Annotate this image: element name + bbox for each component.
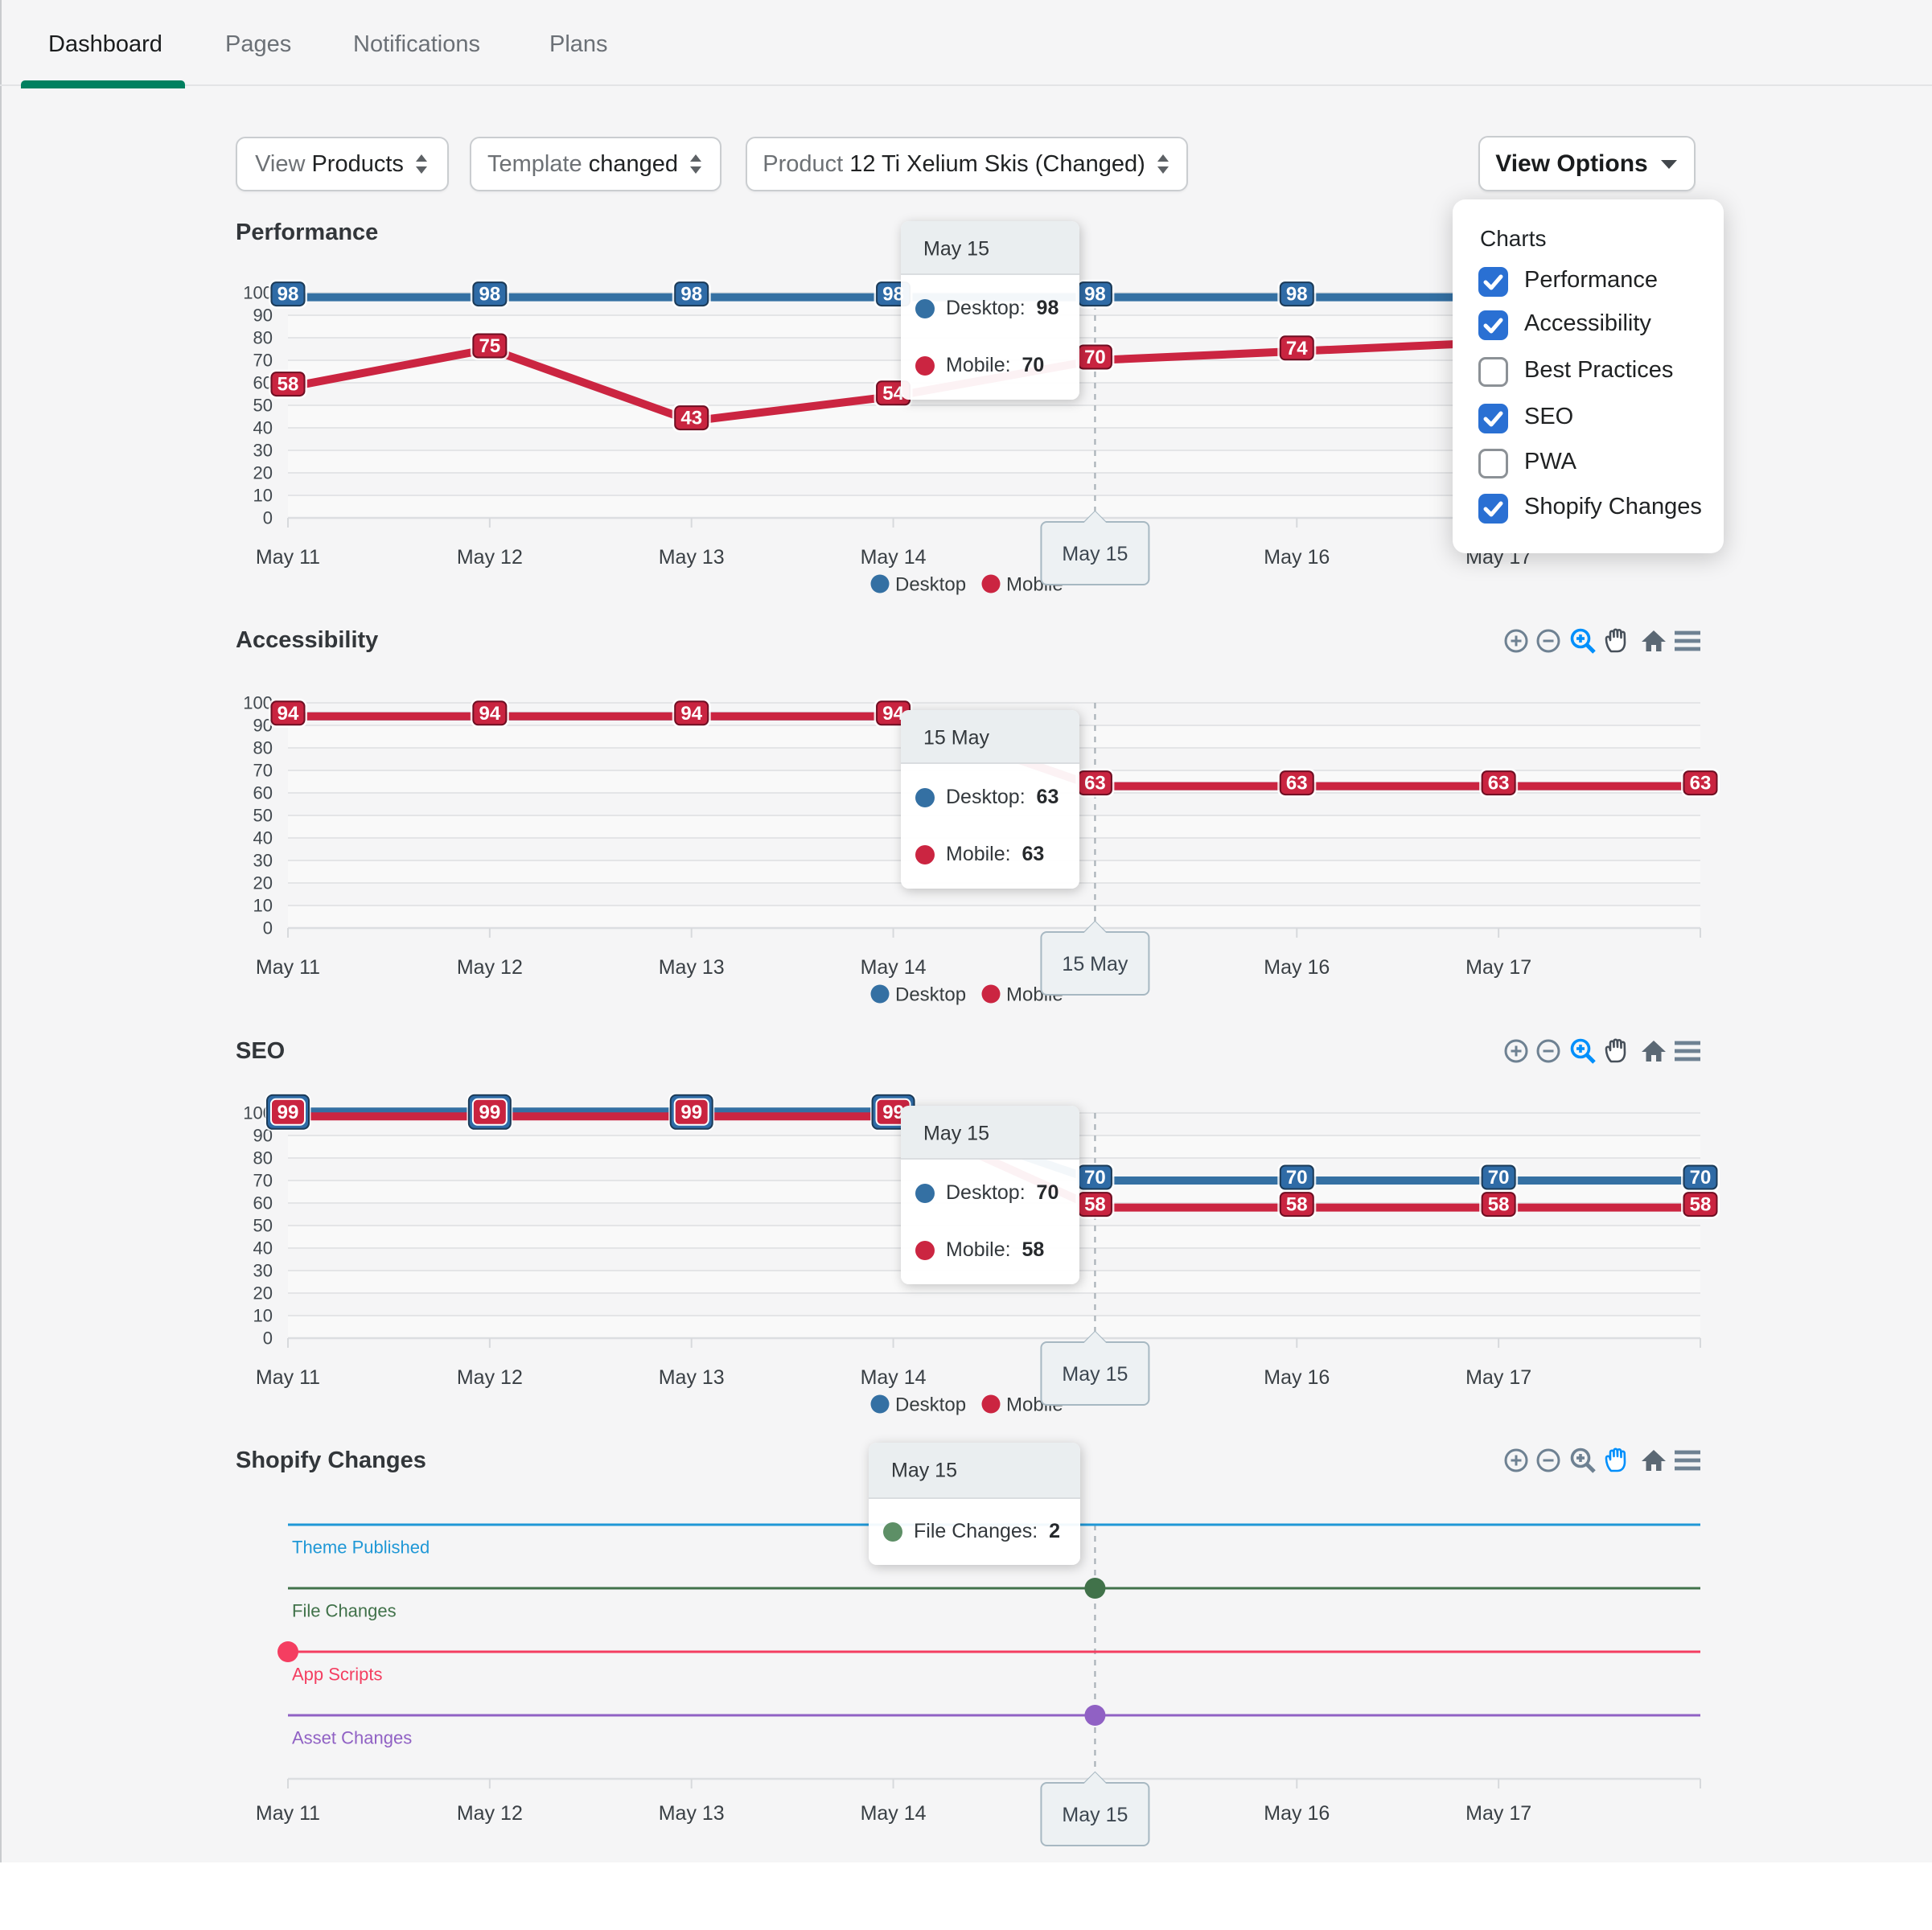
svg-text:May 15: May 15 <box>1062 1804 1128 1826</box>
svg-text:Desktop: Desktop <box>895 984 966 1006</box>
svg-text:99: 99 <box>277 1102 299 1123</box>
svg-text:SEO: SEO <box>236 1038 285 1064</box>
svg-text:63: 63 <box>1286 773 1308 795</box>
svg-text:May 14: May 14 <box>861 546 927 569</box>
svg-text:50: 50 <box>253 1216 273 1236</box>
svg-text:0: 0 <box>263 1328 273 1349</box>
svg-text:70: 70 <box>253 1171 273 1191</box>
svg-text:Shopify Changes: Shopify Changes <box>236 1448 426 1473</box>
svg-text:10: 10 <box>253 1306 273 1326</box>
svg-text:40: 40 <box>253 418 273 438</box>
svg-text:100: 100 <box>243 693 273 713</box>
svg-text:15 May: 15 May <box>1062 953 1128 975</box>
svg-text:94: 94 <box>277 703 299 725</box>
svg-text:May 11: May 11 <box>256 1802 320 1825</box>
svg-text:75: 75 <box>479 335 501 357</box>
svg-text:Desktop: Desktop <box>895 574 966 596</box>
svg-text:30: 30 <box>253 851 273 871</box>
svg-text:May 14: May 14 <box>861 1802 927 1825</box>
svg-text:May 11: May 11 <box>256 546 320 569</box>
svg-text:99: 99 <box>882 1102 904 1123</box>
svg-text:May 12: May 12 <box>457 956 523 979</box>
svg-text:May 14: May 14 <box>861 956 927 979</box>
svg-text:May 13: May 13 <box>659 1802 725 1825</box>
svg-text:70: 70 <box>1084 347 1106 368</box>
svg-text:10: 10 <box>253 486 273 506</box>
svg-text:20: 20 <box>253 463 273 483</box>
svg-text:May 16: May 16 <box>1264 1802 1330 1825</box>
svg-text:58: 58 <box>1286 1194 1308 1216</box>
svg-text:58: 58 <box>1084 1194 1106 1216</box>
svg-text:98: 98 <box>1084 284 1106 306</box>
svg-text:63: 63 <box>1488 773 1510 795</box>
svg-text:Accessibility: Accessibility <box>236 627 378 653</box>
svg-text:100: 100 <box>243 283 273 303</box>
svg-text:70: 70 <box>253 761 273 781</box>
svg-text:Theme Published: Theme Published <box>292 1538 430 1558</box>
svg-text:40: 40 <box>253 828 273 848</box>
svg-text:May 16: May 16 <box>1264 546 1330 569</box>
svg-text:58: 58 <box>1488 1194 1510 1216</box>
svg-text:0: 0 <box>263 508 273 528</box>
svg-text:10: 10 <box>253 896 273 916</box>
svg-text:99: 99 <box>680 1102 702 1123</box>
svg-text:98: 98 <box>277 284 299 306</box>
svg-text:20: 20 <box>253 873 273 893</box>
svg-text:May 15: May 15 <box>1062 543 1128 565</box>
svg-text:63: 63 <box>1690 773 1712 795</box>
svg-text:May 11: May 11 <box>256 956 320 979</box>
svg-text:60: 60 <box>253 783 273 803</box>
svg-text:50: 50 <box>253 806 273 826</box>
svg-text:80: 80 <box>253 738 273 758</box>
svg-text:60: 60 <box>253 1193 273 1213</box>
svg-text:May 13: May 13 <box>659 1366 725 1389</box>
svg-text:May 12: May 12 <box>457 1802 523 1825</box>
svg-text:99: 99 <box>479 1102 501 1123</box>
svg-text:30: 30 <box>253 1261 273 1281</box>
svg-text:May 13: May 13 <box>659 546 725 569</box>
svg-text:Desktop: Desktop <box>895 1394 966 1416</box>
svg-text:Performance: Performance <box>236 220 378 245</box>
svg-text:98: 98 <box>1286 284 1308 306</box>
svg-text:May 14: May 14 <box>861 1366 927 1389</box>
svg-text:May 11: May 11 <box>256 1366 320 1389</box>
svg-text:70: 70 <box>1286 1167 1308 1189</box>
svg-text:40: 40 <box>253 1238 273 1259</box>
svg-text:App Scripts: App Scripts <box>292 1665 383 1685</box>
svg-text:58: 58 <box>1690 1194 1712 1216</box>
svg-text:May 17: May 17 <box>1465 1366 1531 1389</box>
svg-text:74: 74 <box>1286 338 1308 359</box>
svg-text:May 16: May 16 <box>1264 956 1330 979</box>
svg-text:File Changes: File Changes <box>292 1601 397 1621</box>
svg-text:May 12: May 12 <box>457 1366 523 1389</box>
svg-text:May 13: May 13 <box>659 956 725 979</box>
svg-text:20: 20 <box>253 1283 273 1304</box>
svg-text:98: 98 <box>680 284 702 306</box>
svg-text:94: 94 <box>479 703 501 725</box>
svg-text:May 15: May 15 <box>1062 1363 1128 1386</box>
svg-text:90: 90 <box>253 306 273 326</box>
svg-text:Asset Changes: Asset Changes <box>292 1728 412 1748</box>
svg-text:43: 43 <box>680 408 702 429</box>
svg-text:98: 98 <box>479 284 501 306</box>
svg-text:30: 30 <box>253 441 273 461</box>
svg-text:May 12: May 12 <box>457 546 523 569</box>
svg-text:May 17: May 17 <box>1465 956 1531 979</box>
svg-text:80: 80 <box>253 1148 273 1168</box>
svg-text:70: 70 <box>253 351 273 371</box>
svg-text:63: 63 <box>1084 773 1106 795</box>
svg-text:80: 80 <box>253 328 273 348</box>
svg-text:May 17: May 17 <box>1465 1802 1531 1825</box>
svg-text:58: 58 <box>277 374 299 396</box>
svg-text:70: 70 <box>1488 1167 1510 1189</box>
svg-text:70: 70 <box>1690 1167 1712 1189</box>
svg-text:98: 98 <box>882 284 904 306</box>
svg-text:70: 70 <box>1084 1167 1106 1189</box>
svg-text:94: 94 <box>680 703 702 725</box>
svg-text:0: 0 <box>263 918 273 938</box>
svg-text:50: 50 <box>253 396 273 416</box>
svg-text:May 16: May 16 <box>1264 1366 1330 1389</box>
